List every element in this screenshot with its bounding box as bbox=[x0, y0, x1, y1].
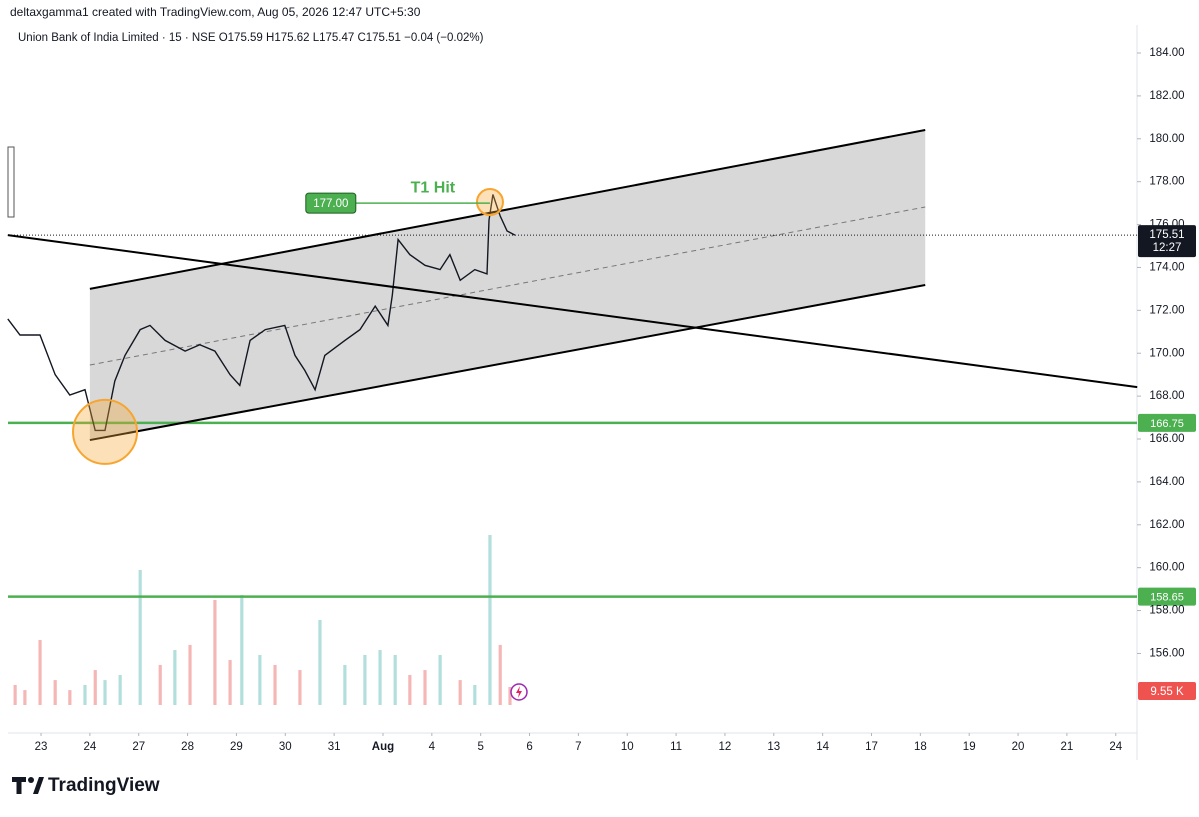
volume-bar bbox=[118, 674, 122, 705]
volume-bar bbox=[393, 654, 397, 705]
volume-bar bbox=[53, 680, 57, 705]
x-tick-label: 24 bbox=[83, 741, 96, 753]
x-tick-label: 11 bbox=[670, 741, 682, 753]
x-tick-label: 6 bbox=[526, 741, 532, 753]
volume-bar bbox=[173, 650, 177, 705]
y-tick-label: 158.00 bbox=[1149, 605, 1184, 617]
volume-bar bbox=[408, 674, 412, 705]
volume-bar bbox=[93, 670, 97, 705]
last-price-badge bbox=[1138, 225, 1196, 258]
attribution: deltaxgamma1 created with TradingView.co… bbox=[10, 5, 421, 19]
level-badge bbox=[1138, 587, 1196, 606]
volume-bar bbox=[458, 680, 462, 705]
volume-bar bbox=[213, 599, 217, 705]
symbol-line: Union Bank of India Limited · 15 · NSE O… bbox=[18, 32, 484, 44]
x-tick-label: 27 bbox=[132, 741, 145, 753]
y-tick-label: 156.00 bbox=[1149, 647, 1184, 659]
volume-bar bbox=[378, 650, 382, 705]
x-tick-label: 19 bbox=[963, 741, 976, 753]
x-tick-label: 24 bbox=[1109, 741, 1122, 753]
volume-bar bbox=[23, 690, 27, 705]
volume-bar bbox=[498, 644, 502, 705]
target-badge bbox=[305, 192, 357, 214]
channel-lower bbox=[89, 284, 926, 442]
x-tick-label: 20 bbox=[1012, 741, 1025, 753]
y-tick-label: 164.00 bbox=[1149, 476, 1184, 488]
y-tick-label: 184.00 bbox=[1149, 47, 1184, 59]
volume-bar bbox=[423, 670, 427, 705]
x-tick-label: 23 bbox=[35, 741, 48, 753]
x-tick-label: 21 bbox=[1061, 741, 1074, 753]
volume-bar bbox=[138, 569, 142, 705]
volume-bar bbox=[258, 654, 262, 705]
y-tick-label: 182.00 bbox=[1149, 90, 1184, 102]
y-tick-label: 174.00 bbox=[1149, 261, 1184, 273]
brand-name: TradingView bbox=[48, 775, 160, 796]
events-bolt bbox=[515, 686, 522, 698]
x-tick-label: 10 bbox=[621, 741, 634, 753]
highlight-marker bbox=[72, 398, 139, 465]
volume-bar bbox=[273, 664, 277, 705]
y-tick-label: 178.00 bbox=[1149, 176, 1184, 188]
volume-bar bbox=[13, 684, 17, 705]
volume-bar bbox=[438, 654, 442, 705]
y-tick-label: 160.00 bbox=[1149, 562, 1184, 574]
volume-bar bbox=[188, 644, 192, 705]
volume-bar bbox=[158, 664, 162, 705]
x-tick-label: 7 bbox=[575, 741, 581, 753]
volume-bar bbox=[473, 684, 477, 705]
level-label: 158.65 bbox=[1150, 592, 1184, 604]
y-tick-label: 168.00 bbox=[1149, 390, 1184, 402]
level-label: 166.75 bbox=[1150, 418, 1184, 430]
y-tick-label: 162.00 bbox=[1149, 519, 1184, 531]
volume-label: 9.55 K bbox=[1150, 686, 1184, 698]
volume-bar bbox=[38, 640, 42, 705]
brand-logo: TradingView bbox=[12, 775, 160, 796]
volume-badge bbox=[1138, 681, 1196, 700]
x-tick-label: 14 bbox=[816, 741, 829, 753]
volume-bar bbox=[68, 690, 72, 705]
volume-bar bbox=[83, 684, 87, 705]
price-line bbox=[7, 194, 516, 432]
x-tick-label: 30 bbox=[279, 741, 292, 753]
volume-bar bbox=[508, 686, 512, 705]
volume-bar bbox=[318, 620, 322, 705]
x-tick-label: 13 bbox=[767, 741, 780, 753]
channel-fill bbox=[89, 129, 926, 441]
x-tick-label: 31 bbox=[328, 741, 341, 753]
channel-mid bbox=[89, 206, 926, 366]
y-tick-label: 180.00 bbox=[1149, 133, 1184, 145]
x-tick-label: Aug bbox=[372, 741, 394, 753]
y-tick-label: 166.00 bbox=[1149, 433, 1184, 445]
y-tick-label: 170.00 bbox=[1149, 347, 1184, 359]
x-tick-label: 17 bbox=[865, 741, 878, 753]
last-price-label: 175.51 bbox=[1149, 229, 1184, 241]
trendline bbox=[7, 234, 1138, 389]
target-label: 177.00 bbox=[313, 198, 348, 210]
x-tick-label: 28 bbox=[181, 741, 194, 753]
volume-bar bbox=[103, 680, 107, 705]
volume-bar bbox=[228, 660, 232, 705]
channel-upper bbox=[89, 129, 926, 290]
x-tick-label: 18 bbox=[914, 741, 927, 753]
annotation-text: T1 Hit bbox=[411, 179, 456, 196]
volume-bar bbox=[343, 664, 347, 705]
volume-bar bbox=[240, 595, 244, 705]
x-tick-label: 12 bbox=[719, 741, 732, 753]
volume-bar bbox=[363, 654, 367, 705]
y-tick-label: 172.00 bbox=[1149, 304, 1184, 316]
volume-bar bbox=[298, 670, 302, 705]
countdown-label: 12:27 bbox=[1153, 242, 1182, 254]
volume-bar bbox=[488, 535, 492, 705]
side-handle[interactable] bbox=[7, 146, 15, 218]
level-badge bbox=[1138, 413, 1196, 432]
x-tick-label: 29 bbox=[230, 741, 243, 753]
x-tick-label: 5 bbox=[477, 741, 483, 753]
x-tick-label: 4 bbox=[429, 741, 436, 753]
highlight-marker bbox=[475, 188, 504, 217]
